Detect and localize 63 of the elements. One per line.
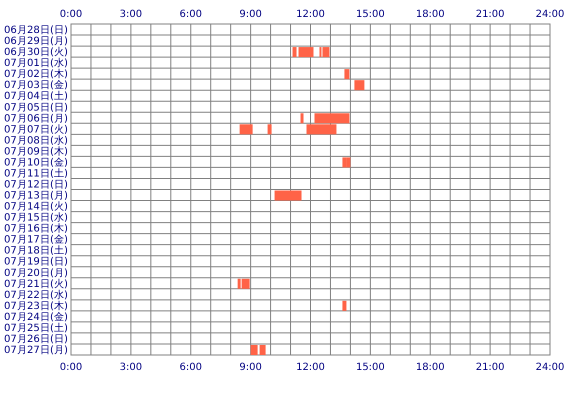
bar [342, 300, 346, 311]
y-tick-label: 06月28日(日) [4, 25, 68, 36]
x-tick-label: 6:00 [180, 9, 202, 20]
y-tick-label: 07月03日(金) [4, 79, 68, 92]
y-tick-label: 07月26日(日) [4, 334, 68, 345]
bar [242, 278, 250, 289]
y-tick-label: 07月24日(金) [4, 310, 68, 323]
x2-tick-label: 24:00 [536, 362, 564, 373]
bar [274, 190, 302, 201]
y-tick-label: 07月14日(火) [4, 200, 68, 213]
y-tick-label: 07月13日(月) [4, 190, 68, 202]
y-tick-label: 07月07日(火) [4, 123, 68, 136]
y-tick-label: 07月10日(金) [4, 156, 68, 168]
y-tick-label: 07月08日(水) [4, 134, 68, 146]
x-tick-label: 18:00 [416, 9, 445, 20]
bar [344, 69, 350, 80]
bar [250, 344, 258, 355]
bar [240, 124, 253, 134]
y-tick-label: 06月29日(月) [4, 36, 68, 48]
y-tick-label: 07月04日(土) [4, 90, 68, 102]
x-tick-label: 15:00 [356, 9, 385, 20]
y-tick-label: 07月05日(日) [4, 102, 68, 114]
y-tick-label: 07月01日(水) [4, 57, 68, 70]
x-tick-label: 24:00 [536, 9, 564, 20]
bar [300, 113, 304, 124]
x-tick-label: 0:00 [60, 9, 82, 20]
y-tick-label: 07月15日(水) [4, 212, 68, 224]
y-tick-label: 06月30日(火) [4, 46, 68, 58]
bar [260, 344, 266, 355]
bar [354, 80, 364, 90]
bar [346, 157, 350, 168]
y-tick-label: 07月17日(金) [4, 234, 68, 246]
y-tick-label: 07月23日(木) [4, 300, 68, 312]
y-tick-label: 07月18日(土) [4, 244, 68, 257]
x2-tick-label: 6:00 [180, 362, 202, 373]
x2-tick-label: 12:00 [296, 362, 325, 373]
y-tick-label: 07月09日(木) [4, 145, 68, 158]
x-tick-label: 9:00 [239, 9, 262, 20]
y-tick-label: 07月21日(火) [4, 278, 68, 290]
bar [292, 47, 297, 58]
bar [322, 47, 330, 58]
x2-tick-label: 18:00 [416, 362, 445, 373]
y-tick-label: 07月02日(木) [4, 68, 68, 80]
x-tick-label: 12:00 [296, 9, 325, 20]
y-tick-label: 07月16日(木) [4, 222, 68, 235]
bar [268, 124, 272, 134]
x-tick-label: 21:00 [476, 9, 505, 20]
y-tick-label: 07月19日(日) [4, 256, 68, 268]
y-tick-label: 07月27日(月) [4, 344, 68, 356]
bar [342, 157, 346, 168]
y-tick-label: 07月22日(水) [4, 288, 68, 301]
y-tick-label: 07月06日(月) [4, 113, 68, 124]
x2-tick-label: 0:00 [60, 362, 82, 373]
y-tick-label: 07月25日(土) [4, 322, 68, 334]
y-tick-label: 07月20日(月) [4, 268, 68, 279]
bar [298, 47, 314, 58]
x-tick-label: 3:00 [120, 9, 142, 20]
x2-tick-label: 21:00 [476, 362, 505, 373]
y-tick-label: 07月11日(土) [4, 167, 68, 180]
x2-tick-label: 15:00 [356, 362, 385, 373]
x2-tick-label: 3:00 [120, 362, 142, 373]
y-tick-label: 07月12日(日) [4, 179, 68, 190]
x2-tick-label: 9:00 [239, 362, 262, 373]
